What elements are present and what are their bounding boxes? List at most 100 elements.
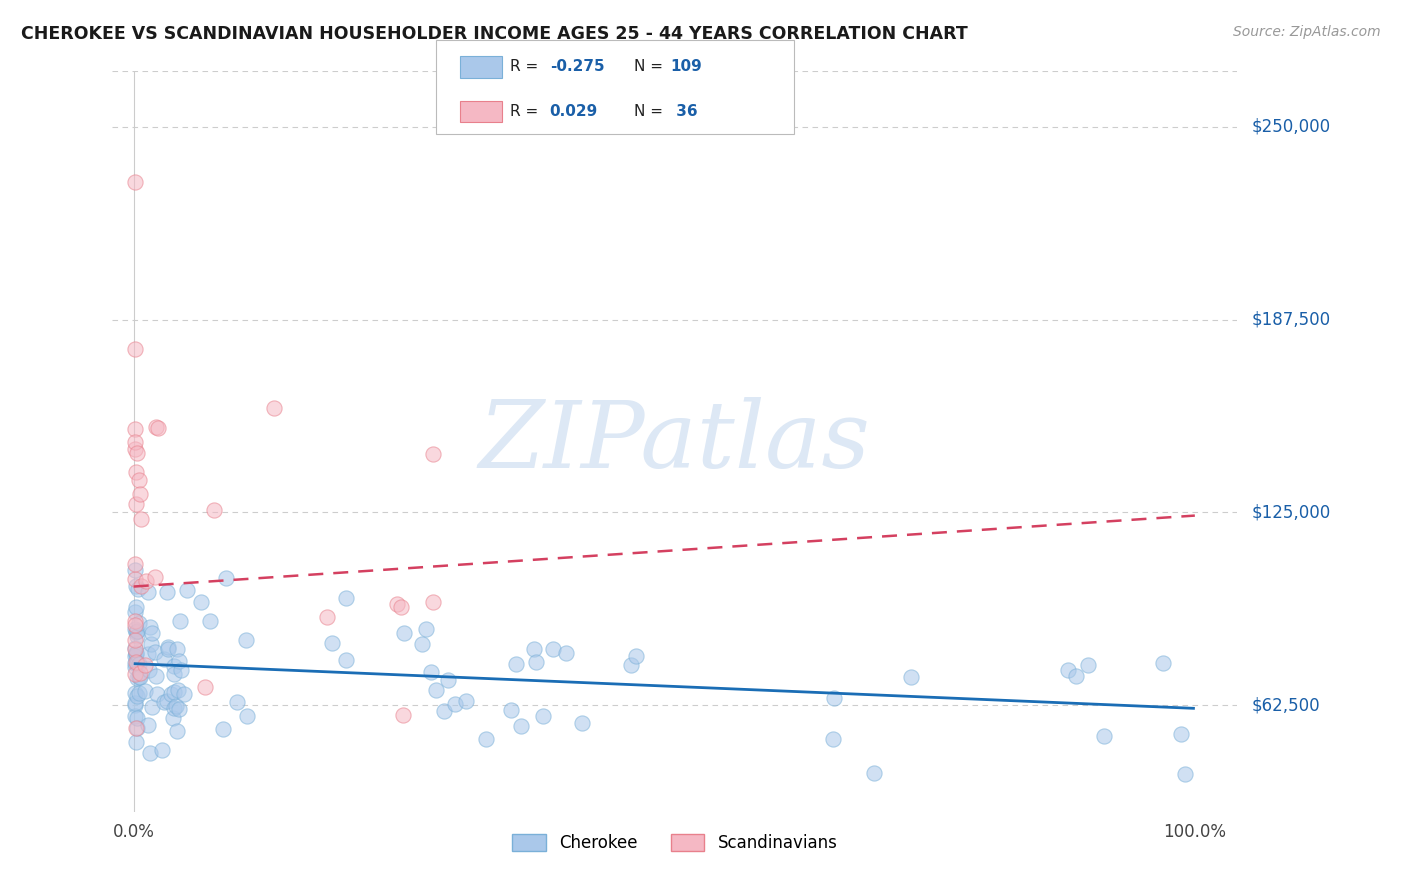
Point <box>125 625 148 640</box>
Point <box>411 638 433 652</box>
Point <box>125 647 148 661</box>
Point <box>157 823 180 838</box>
Point <box>124 656 146 670</box>
Point <box>555 646 578 660</box>
Text: R =: R = <box>510 60 544 74</box>
Point <box>124 640 146 655</box>
Point <box>127 657 149 671</box>
Point <box>128 685 150 699</box>
Point <box>541 641 564 656</box>
Point <box>194 681 217 695</box>
Point <box>389 599 412 614</box>
Point <box>128 615 150 630</box>
Text: 36: 36 <box>671 104 697 119</box>
Point <box>456 694 478 708</box>
Point <box>159 687 181 701</box>
Point <box>166 724 188 739</box>
Point <box>321 636 343 650</box>
Point <box>198 615 221 629</box>
Point <box>145 420 167 434</box>
Point <box>125 497 148 511</box>
Text: 109: 109 <box>671 60 703 74</box>
Point <box>167 682 190 697</box>
Point <box>125 579 148 593</box>
Text: $187,500: $187,500 <box>1251 310 1330 328</box>
Point <box>1174 767 1197 781</box>
Point <box>124 442 146 456</box>
Point <box>145 569 167 583</box>
Point <box>124 342 146 356</box>
Point <box>425 682 447 697</box>
Point <box>823 731 845 746</box>
Point <box>124 618 146 632</box>
Point <box>125 656 148 670</box>
Point <box>524 655 547 669</box>
Point <box>263 401 285 415</box>
Point <box>125 735 148 749</box>
Point <box>136 585 159 599</box>
Point <box>509 719 531 733</box>
Point <box>124 708 146 723</box>
Point <box>1152 656 1174 670</box>
Point <box>125 600 148 615</box>
Text: $125,000: $125,000 <box>1251 503 1330 522</box>
Point <box>823 691 845 706</box>
Point <box>523 641 546 656</box>
Point <box>163 659 186 673</box>
Point <box>124 696 146 710</box>
Point <box>124 660 146 674</box>
Point <box>505 657 527 672</box>
Point <box>620 657 643 672</box>
Point <box>124 686 146 700</box>
Point <box>420 665 443 680</box>
Point <box>127 624 149 639</box>
Point <box>135 574 157 589</box>
Point <box>235 633 257 648</box>
Text: ZIPatlas: ZIPatlas <box>479 397 870 486</box>
Point <box>422 447 444 461</box>
Point <box>176 583 198 598</box>
Point <box>124 722 146 736</box>
Point <box>156 694 179 708</box>
Point <box>125 647 148 661</box>
Point <box>422 595 444 609</box>
Text: -0.275: -0.275 <box>550 60 605 74</box>
Point <box>150 743 173 757</box>
Point <box>170 664 193 678</box>
Point <box>129 670 152 684</box>
Point <box>315 610 337 624</box>
Point <box>124 572 146 586</box>
Point <box>125 689 148 703</box>
Point <box>163 667 186 681</box>
Point <box>152 695 174 709</box>
Point <box>143 645 166 659</box>
Point <box>128 670 150 684</box>
Point <box>124 614 146 628</box>
Text: R =: R = <box>510 104 544 119</box>
Point <box>141 699 163 714</box>
Point <box>138 663 160 677</box>
Point <box>190 595 212 609</box>
Point <box>169 614 191 628</box>
Point <box>499 703 522 717</box>
Point <box>571 715 593 730</box>
Point <box>236 708 259 723</box>
Point <box>124 557 146 571</box>
Point <box>124 642 146 657</box>
Point <box>124 648 146 663</box>
Point <box>148 420 170 434</box>
Text: $250,000: $250,000 <box>1251 118 1330 136</box>
Point <box>169 702 191 716</box>
Point <box>392 708 415 723</box>
Point <box>124 466 146 480</box>
Point <box>385 597 408 611</box>
Point <box>134 684 156 698</box>
Point <box>167 654 190 668</box>
Point <box>124 563 146 577</box>
Point <box>1170 726 1192 740</box>
Text: N =: N = <box>634 60 668 74</box>
Text: CHEROKEE VS SCANDINAVIAN HOUSEHOLDER INCOME AGES 25 - 44 YEARS CORRELATION CHART: CHEROKEE VS SCANDINAVIAN HOUSEHOLDER INC… <box>21 25 967 43</box>
Point <box>139 620 162 634</box>
Point <box>156 585 179 599</box>
Point <box>134 657 156 672</box>
